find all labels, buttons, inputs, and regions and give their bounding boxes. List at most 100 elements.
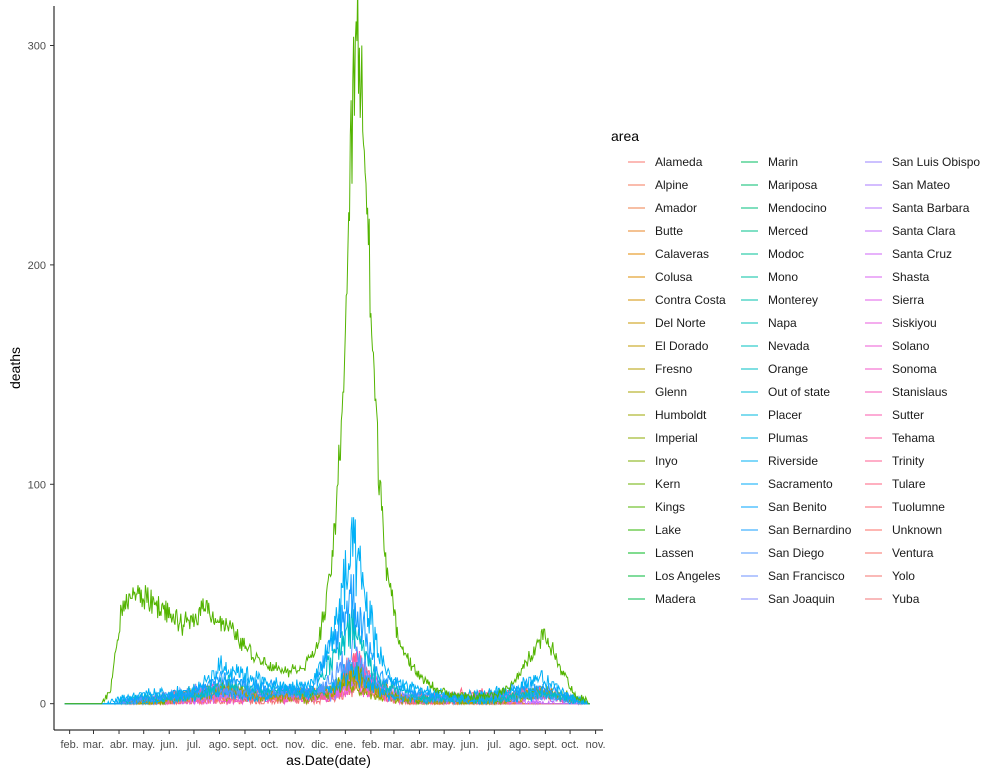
legend-label: Out of state	[768, 385, 830, 399]
legend-label: Alpine	[655, 178, 689, 192]
legend-item: Mono	[741, 270, 798, 284]
legend-label: Kern	[655, 477, 680, 491]
legend-item: San Luis Obispo	[865, 155, 980, 169]
y-axis-ticks: 0 100 200 300	[28, 40, 54, 711]
legend-item: Inyo	[628, 454, 678, 468]
legend-item: Solano	[865, 339, 930, 353]
legend-item: Tuolumne	[865, 500, 945, 514]
legend-label: Alameda	[655, 155, 703, 169]
x-tick-label: abr.	[110, 739, 128, 751]
legend-item: San Mateo	[865, 178, 950, 192]
legend-label: Del Norte	[655, 316, 706, 330]
x-tick-label: jun.	[460, 739, 479, 751]
legend-item: Marin	[741, 155, 798, 169]
legend-label: Sacramento	[768, 477, 833, 491]
x-tick-label: may.	[433, 739, 456, 751]
legend-label: Modoc	[768, 247, 804, 261]
legend-label: San Joaquin	[768, 592, 835, 606]
legend-items: Alameda Alpine Amador Butte Calaveras Colusa C…	[628, 155, 980, 606]
x-axis-ticks: feb. mar. abr. may. jun. jul. ago. sept. oct. nov…	[60, 730, 606, 751]
legend-label: Tuolumne	[892, 500, 945, 514]
legend-item: Lake	[628, 523, 681, 537]
legend-label: El Dorado	[655, 339, 709, 353]
legend-label: Mariposa	[768, 178, 818, 192]
legend-item: Kings	[628, 500, 685, 514]
legend-item: Santa Barbara	[865, 201, 970, 215]
legend-label: Santa Cruz	[892, 247, 952, 261]
legend-label: Fresno	[655, 362, 693, 376]
legend-label: Placer	[768, 408, 802, 422]
legend-item: Imperial	[628, 431, 698, 445]
legend-label: Lassen	[655, 546, 694, 560]
legend-item: Sonoma	[865, 362, 937, 376]
x-tick-label: sept.	[533, 739, 557, 751]
legend-label: Stanislaus	[892, 385, 947, 399]
legend-item: Riverside	[741, 454, 818, 468]
legend-label: Orange	[768, 362, 808, 376]
x-tick-label: nov.	[586, 739, 606, 751]
legend-label: Solano	[892, 339, 930, 353]
legend-label: Butte	[655, 224, 683, 238]
legend-label: Nevada	[768, 339, 810, 353]
legend-item: Santa Clara	[865, 224, 956, 238]
x-tick-label: ago.	[209, 739, 230, 751]
x-tick-label: nov.	[285, 739, 305, 751]
legend-item: San Bernardino	[741, 523, 852, 537]
legend-item: Stanislaus	[865, 385, 947, 399]
legend-label: Calaveras	[655, 247, 709, 261]
legend-item: Glenn	[628, 385, 687, 399]
x-tick-label: jun.	[159, 739, 178, 751]
legend-item: Fresno	[628, 362, 693, 376]
x-tick-label: sept.	[233, 739, 257, 751]
x-tick-label: feb.	[362, 739, 380, 751]
legend: area Alameda Alpine Amador Butte Calaveras Co…	[611, 128, 980, 606]
legend-item: Monterey	[741, 293, 818, 307]
legend-label: Santa Barbara	[892, 201, 970, 215]
legend-label: San Bernardino	[768, 523, 852, 537]
x-axis-title: as.Date(date)	[286, 752, 371, 768]
legend-item: Contra Costa	[628, 293, 726, 307]
legend-item: Humboldt	[628, 408, 707, 422]
legend-label: Marin	[768, 155, 798, 169]
x-tick-label: oct.	[561, 739, 579, 751]
y-tick-label: 200	[28, 260, 46, 272]
series-line-los-angeles	[64, 0, 590, 705]
x-tick-label: ago.	[509, 739, 530, 751]
legend-label: Madera	[655, 592, 696, 606]
legend-label: Contra Costa	[655, 293, 726, 307]
legend-item: Orange	[741, 362, 808, 376]
legend-label: Merced	[768, 224, 808, 238]
legend-item: Mariposa	[741, 178, 818, 192]
legend-item: Sacramento	[741, 477, 833, 491]
x-tick-label: feb.	[60, 739, 78, 751]
y-tick-label: 100	[28, 479, 46, 491]
legend-item: Out of state	[741, 385, 830, 399]
x-tick-label: may.	[132, 739, 155, 751]
legend-label: Glenn	[655, 385, 687, 399]
legend-item: Lassen	[628, 546, 694, 560]
x-tick-label: ene.	[335, 739, 356, 751]
x-tick-label: dic.	[311, 739, 328, 751]
legend-item: Sierra	[865, 293, 924, 307]
legend-item: San Joaquin	[741, 592, 835, 606]
legend-label: Imperial	[655, 431, 698, 445]
legend-label: Amador	[655, 201, 697, 215]
legend-label: Sutter	[892, 408, 924, 422]
legend-item: Siskiyou	[865, 316, 937, 330]
x-tick-label: mar.	[83, 739, 104, 751]
legend-label: Tehama	[892, 431, 935, 445]
legend-label: Santa Clara	[892, 224, 956, 238]
legend-item: Modoc	[741, 247, 804, 261]
legend-item: San Francisco	[741, 569, 845, 583]
series-layer	[64, 0, 590, 706]
legend-label: Yuba	[892, 592, 920, 606]
legend-label: Humboldt	[655, 408, 707, 422]
legend-item: Tehama	[865, 431, 935, 445]
legend-label: Los Angeles	[655, 569, 720, 583]
legend-item: Unknown	[865, 523, 942, 537]
legend-item: Alameda	[628, 155, 703, 169]
legend-label: Trinity	[892, 454, 924, 468]
legend-label: Tulare	[892, 477, 926, 491]
legend-item: Nevada	[741, 339, 810, 353]
legend-item: Alpine	[628, 178, 689, 192]
